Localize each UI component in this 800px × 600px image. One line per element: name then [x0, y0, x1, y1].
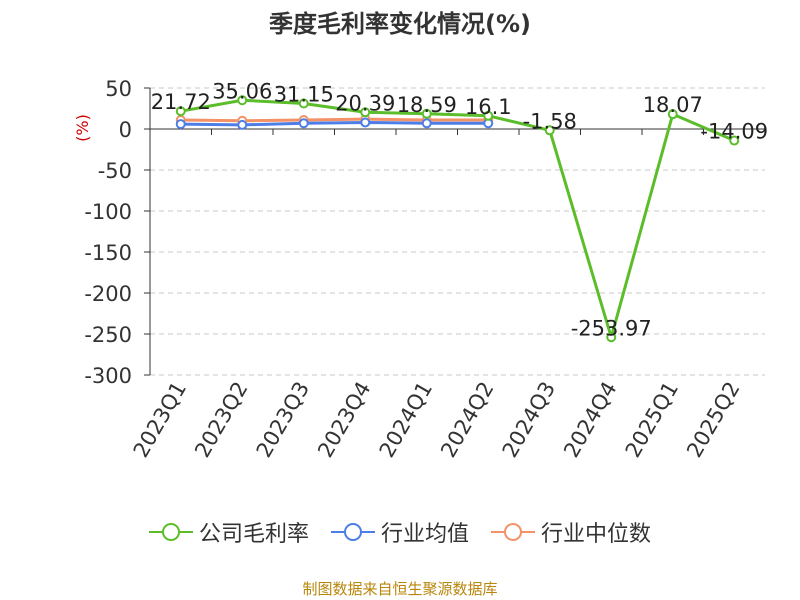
- grid-lines: [150, 87, 765, 376]
- legend-item-company[interactable]: 公司毛利率: [148, 516, 309, 548]
- data-point-0: [175, 106, 186, 117]
- data-point-1: [421, 118, 432, 129]
- data-label: 18.59: [397, 93, 457, 117]
- data-point-1: [237, 119, 248, 130]
- series-line-1: [180, 120, 489, 127]
- data-label: 18.07: [643, 93, 703, 117]
- y-tick-label: -50: [98, 159, 132, 183]
- data-point-1: [175, 119, 186, 130]
- series-line-2: [180, 117, 489, 123]
- chart-title: 季度毛利率变化情况(%): [269, 10, 531, 38]
- y-axis-label: (%): [73, 114, 92, 142]
- y-tick-label: 0: [119, 118, 132, 142]
- x-tick-label: 2025Q2: [682, 378, 744, 462]
- data-point-0: [483, 110, 494, 121]
- x-tick-label: 2023Q3: [252, 378, 314, 462]
- data-point-1: [298, 118, 309, 129]
- data-point-0: [237, 95, 248, 106]
- data-label: 16.1: [465, 95, 512, 119]
- x-tick-label: 2024Q4: [559, 378, 621, 462]
- x-tick-label: 2025Q1: [621, 378, 683, 462]
- legend-label-company: 公司毛利率: [198, 522, 309, 547]
- legend: 公司毛利率 行业均值 行业中位数: [0, 516, 800, 548]
- data-point-0: [298, 98, 309, 109]
- data-point-0: [729, 135, 740, 146]
- legend-marker-company: [148, 523, 193, 541]
- legend-item-industry-median[interactable]: 行业中位数: [491, 516, 651, 548]
- legend-marker-industry-median: [491, 523, 535, 541]
- x-tick-label: 2023Q1: [129, 378, 191, 462]
- data-labels: 21.72 35.06 31.15 20.39 18.59 16.1 -1.58 -253.9…: [151, 79, 768, 340]
- data-point-1: [360, 117, 371, 128]
- data-point-0: [606, 332, 617, 343]
- y-tick-label: -300: [84, 364, 132, 388]
- data-point-0: [667, 109, 678, 120]
- x-tick-label: 2023Q4: [313, 378, 375, 462]
- y-tick-label: -100: [84, 200, 132, 224]
- legend-label-industry-median: 行业中位数: [541, 522, 652, 547]
- y-tick-label: -200: [84, 282, 132, 306]
- data-label: -14.09: [700, 120, 768, 144]
- x-tick-label: 2024Q2: [436, 378, 498, 462]
- data-label: 31.15: [274, 82, 334, 106]
- legend-label-industry-mean: 行业均值: [380, 522, 469, 547]
- source-note: 制图数据来自恒生聚源数据库: [302, 580, 498, 598]
- data-point-0: [544, 125, 555, 136]
- x-tick-label: 2024Q1: [375, 378, 437, 462]
- data-label: 21.72: [151, 90, 211, 114]
- data-point-0: [421, 108, 432, 119]
- x-tick-label: 2023Q2: [190, 378, 252, 462]
- legend-marker-industry-mean: [330, 523, 375, 541]
- series-line-0: [180, 98, 735, 339]
- x-tick-label: 2024Q3: [498, 378, 560, 462]
- y-tick-label: -150: [84, 241, 132, 265]
- series-lines: [175, 95, 740, 343]
- y-tick-label: -250: [84, 323, 132, 347]
- y-tick-label: 50: [105, 77, 132, 101]
- data-label: 20.39: [335, 91, 395, 115]
- data-label: 35.06: [212, 79, 272, 103]
- legend-item-industry-mean[interactable]: 行业均值: [330, 516, 469, 548]
- data-label: -1.58: [523, 109, 577, 133]
- data-label: -253.97: [571, 316, 652, 340]
- data-point-0: [360, 107, 371, 118]
